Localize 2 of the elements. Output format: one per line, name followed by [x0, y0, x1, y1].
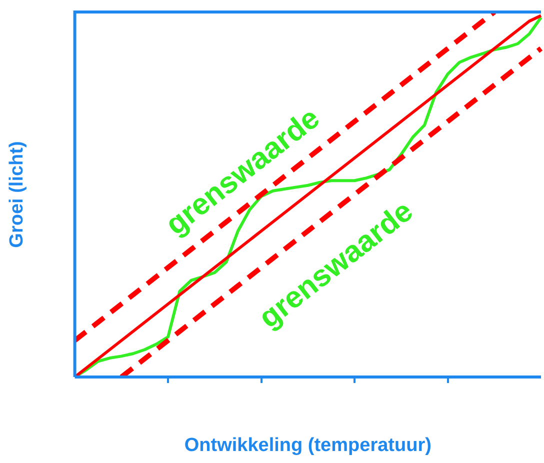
y-axis-title: Groei (licht): [6, 141, 28, 248]
x-axis-title: Ontwikkeling (temperatuur): [184, 434, 432, 456]
